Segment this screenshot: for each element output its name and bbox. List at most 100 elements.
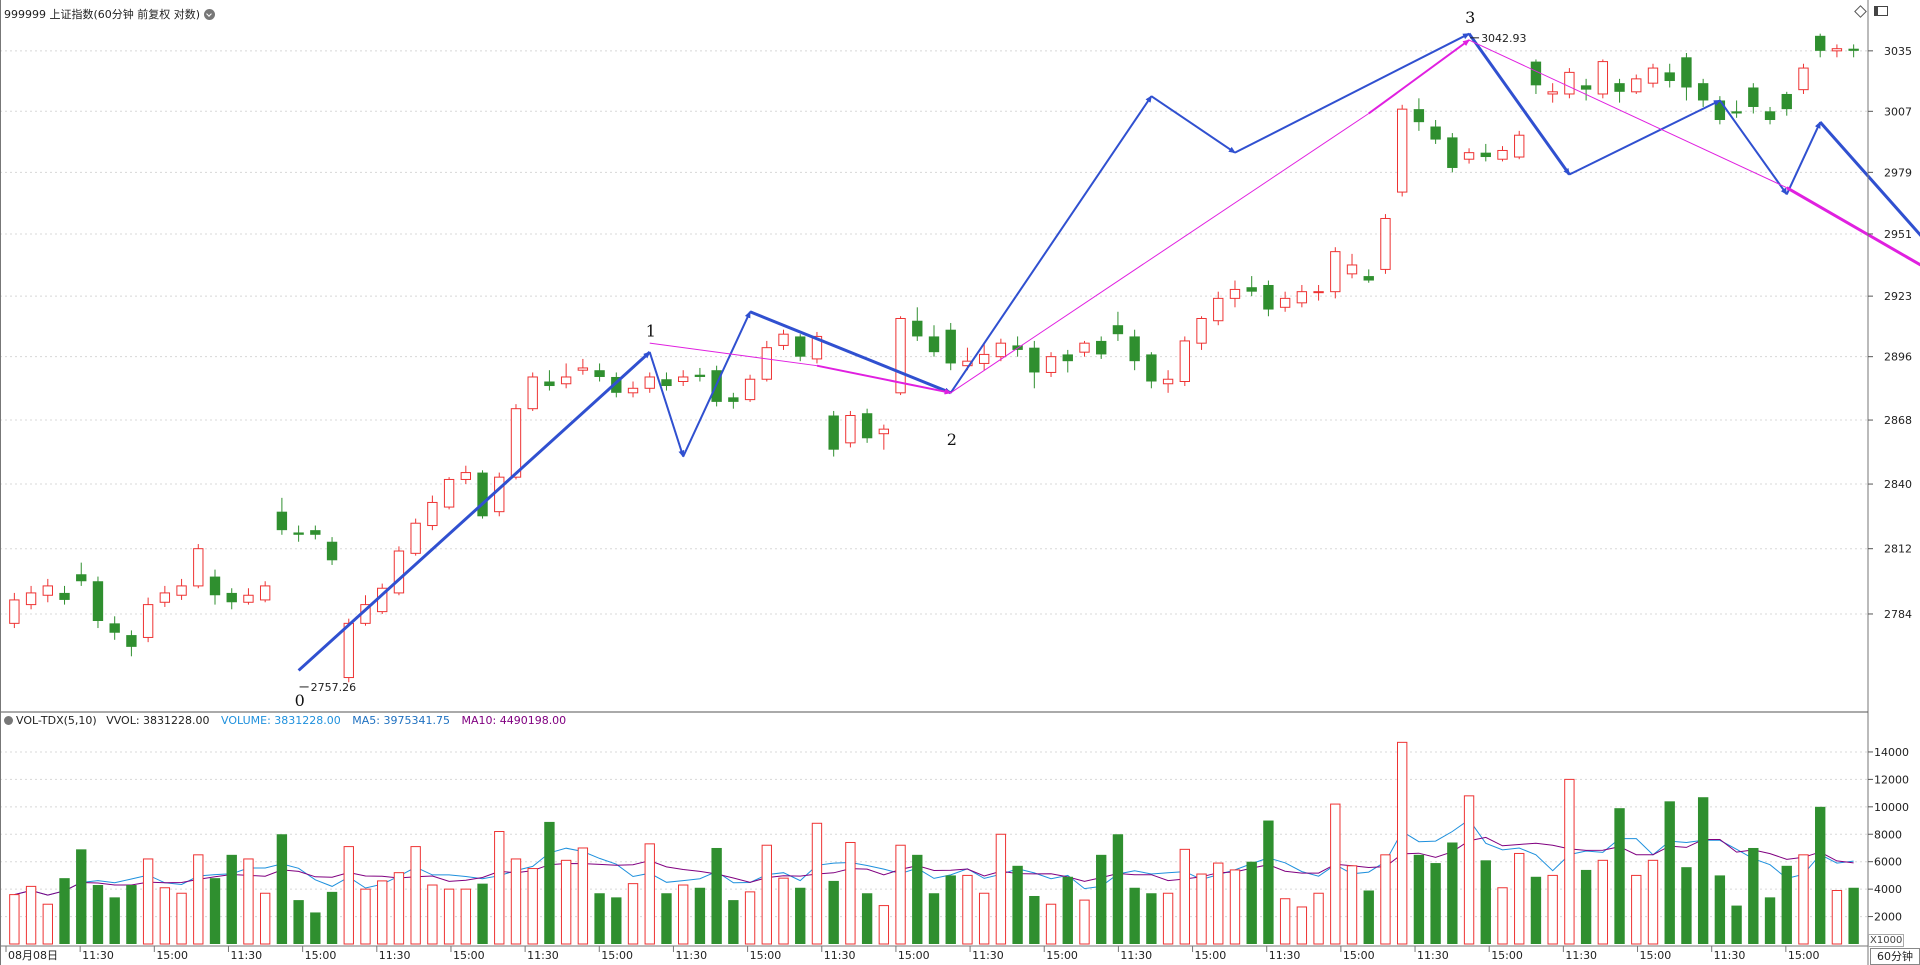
candle-body — [1514, 134, 1525, 158]
candle-body — [25, 592, 37, 606]
candle-body — [1664, 72, 1675, 82]
candle-body — [259, 585, 271, 601]
candle-body — [1096, 340, 1107, 355]
candle-body — [9, 599, 20, 624]
volume-bar — [678, 884, 689, 945]
volume-tick-label: 6000 — [1874, 856, 1902, 869]
candle-body — [1162, 378, 1174, 385]
volume-bar — [1062, 876, 1073, 944]
blue-wave-line — [682, 310, 751, 457]
candle-body — [1781, 93, 1792, 110]
volume-bar — [912, 854, 923, 944]
magenta-wave-line — [1468, 39, 1787, 189]
candle-body — [226, 592, 237, 603]
candle-body — [945, 329, 956, 364]
time-tick-label: 15:00 — [453, 949, 485, 962]
vol-indicator-name[interactable]: VOL-TDX(5,10) — [16, 714, 97, 727]
candle-body — [560, 376, 572, 385]
volume-bar — [1263, 820, 1274, 944]
volume-bar — [393, 872, 405, 945]
volume-bar — [1614, 808, 1625, 944]
magenta-wave-line — [950, 113, 1370, 394]
volume-bar — [761, 844, 772, 945]
chart-title[interactable]: 999999 上证指数(60分钟 前复权 对数) — [4, 6, 216, 22]
volume-header: VOL-TDX(5,10) VVOL: 3831228.00 VOLUME: 3… — [4, 714, 566, 727]
candle-body — [209, 576, 221, 596]
volume-bar — [1196, 873, 1207, 945]
volume-bar — [1580, 869, 1592, 944]
candle-body — [109, 623, 120, 633]
time-tick-label: 08月08日 — [8, 949, 58, 962]
volume-bar — [560, 859, 572, 945]
wave-label: 1 — [646, 321, 656, 340]
volume-bar — [1279, 898, 1291, 945]
candle-body — [1848, 48, 1859, 51]
ma10-line — [14, 836, 1854, 896]
blue-wave-line — [1568, 99, 1721, 176]
volume-bar — [694, 887, 706, 944]
candle-body — [577, 367, 589, 371]
candle-body — [1196, 317, 1207, 344]
volume-bar — [1246, 861, 1257, 944]
volume-bar — [1848, 887, 1859, 944]
volume-bar — [1229, 869, 1241, 945]
candle-body — [293, 532, 304, 535]
volume-bar — [1079, 899, 1090, 945]
volume-bar — [995, 833, 1007, 945]
timeframe-selector[interactable]: 60分钟 — [1870, 948, 1920, 965]
volume-bar — [293, 900, 304, 944]
volume-bar — [1631, 874, 1642, 945]
magenta-wave-line — [1786, 186, 1920, 267]
diamond-icon[interactable] — [1853, 5, 1867, 18]
candle-body — [477, 472, 488, 517]
candle-body — [1229, 288, 1241, 299]
time-tick-label: 11:30 — [1417, 949, 1449, 962]
volume-bar — [527, 868, 538, 945]
candle-body — [878, 428, 890, 435]
dropdown-icon[interactable] — [204, 9, 216, 20]
volume-bar — [594, 893, 605, 944]
volume-bar — [209, 878, 221, 944]
candle-body — [1764, 111, 1776, 120]
volume-bar — [1296, 906, 1308, 945]
volume-bar — [861, 893, 873, 944]
candle-body — [1263, 284, 1274, 310]
volume-bar — [1530, 876, 1542, 944]
candle-body — [811, 335, 823, 360]
volume-bar — [1714, 875, 1726, 944]
volume-bar — [1447, 842, 1458, 944]
volume-bar — [795, 887, 806, 944]
candle-body — [1246, 287, 1257, 292]
price-annotations: 2757.26 3042.93 — [299, 32, 1527, 694]
candle-body — [744, 378, 756, 401]
volume-bar — [1480, 860, 1491, 944]
time-tick-label: 15:00 — [898, 949, 930, 962]
volume-bar — [1380, 854, 1391, 945]
candle-body — [845, 415, 856, 444]
wave-label: 3 — [1465, 8, 1475, 27]
candle-body — [1279, 297, 1291, 308]
volume-bar — [928, 893, 940, 944]
vvol-value: VVOL: 3831228.00 — [106, 714, 210, 727]
collapse-icon[interactable] — [4, 716, 13, 725]
volume-bar — [895, 844, 906, 945]
candle-body — [644, 376, 655, 389]
candle-body — [594, 370, 605, 377]
volume-bar — [845, 841, 856, 945]
volume-bar — [159, 887, 171, 945]
volume-bar — [443, 888, 455, 945]
volume-bar — [410, 846, 421, 945]
blue-wave-line — [1719, 99, 1788, 196]
price-tick-label: 2840 — [1884, 478, 1912, 491]
candle-body — [343, 622, 354, 679]
volume-bar — [1045, 903, 1057, 945]
candle-body — [694, 374, 706, 377]
volume-axis-ticks: 14000 12000 10000 8000 6000 4000 2000 — [1868, 746, 1909, 924]
candle-body — [276, 511, 288, 531]
price-tick-label: 2868 — [1884, 414, 1912, 427]
candle-body — [678, 376, 689, 382]
window-icon[interactable] — [1874, 6, 1888, 16]
time-tick-label: 15:00 — [1046, 949, 1078, 962]
